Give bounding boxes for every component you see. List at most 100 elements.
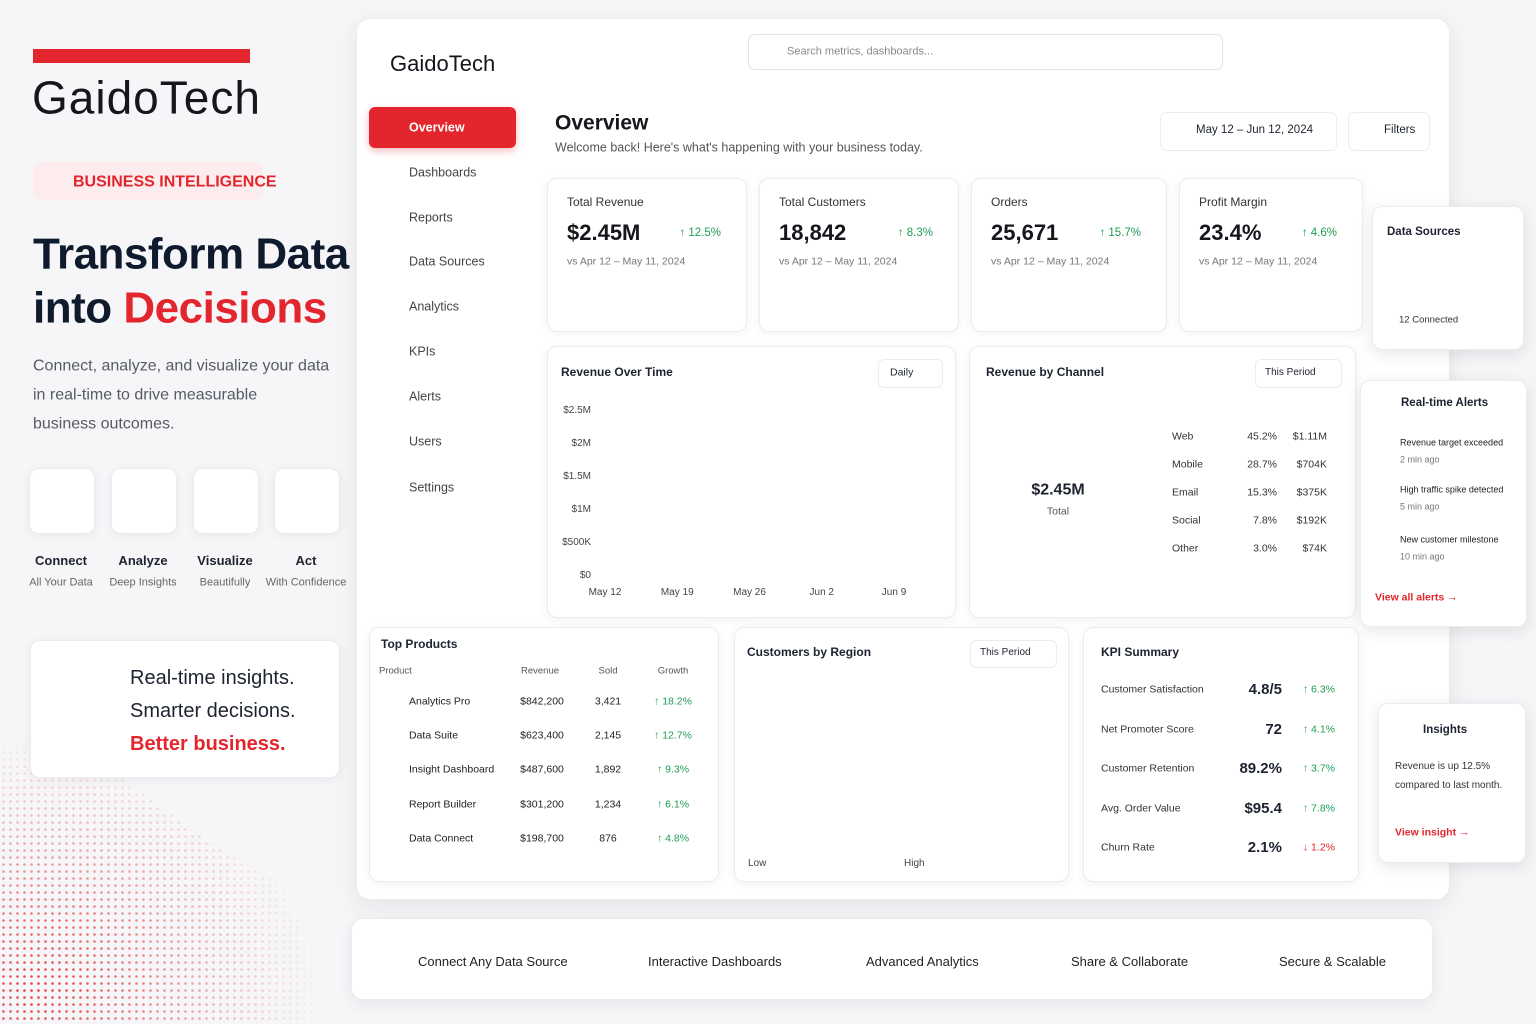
tagline-line: Real-time insights. bbox=[130, 667, 295, 689]
nav-item[interactable]: Dashboards bbox=[409, 165, 477, 180]
feature-bar-label: Share & Collaborate bbox=[1071, 954, 1189, 970]
nav-item[interactable]: Overview bbox=[409, 120, 465, 135]
feature-subtitle: Beautifully bbox=[199, 576, 251, 589]
table-header: Growth bbox=[657, 665, 689, 677]
filters-button[interactable] bbox=[1348, 112, 1430, 151]
legend-share: 15.3% bbox=[1247, 486, 1277, 499]
product-growth: ↑ 18.2% bbox=[654, 695, 692, 708]
kpi-change: ↑ 15.7% bbox=[1099, 227, 1141, 240]
product-name: Report Builder bbox=[409, 798, 477, 811]
x-tick-label: May 12 bbox=[588, 587, 622, 598]
kpi-summary-label: Customer Satisfaction bbox=[1101, 683, 1204, 696]
feature-bar-label: Secure & Scalable bbox=[1279, 954, 1386, 970]
hero-description: in real-time to drive measurable bbox=[33, 386, 258, 404]
y-tick-label: $0 bbox=[579, 570, 591, 581]
donut-center-value: $2.45M bbox=[1031, 481, 1085, 499]
card-title: Data Sources bbox=[1387, 226, 1461, 239]
data-sources-status: 12 Connected bbox=[1399, 314, 1459, 326]
product-sold: 2,145 bbox=[594, 729, 622, 742]
feature-title: Act bbox=[295, 553, 317, 569]
card-title: Top Products bbox=[381, 636, 458, 651]
legend-name: Social bbox=[1172, 514, 1201, 527]
legend-amount: $704K bbox=[1296, 458, 1327, 471]
legend-high: High bbox=[904, 858, 925, 869]
legend-amount: $192K bbox=[1296, 514, 1327, 527]
chart-title: Revenue Over Time bbox=[561, 364, 673, 379]
product-growth: ↑ 4.8% bbox=[656, 832, 690, 845]
hero-description: business outcomes. bbox=[33, 415, 175, 433]
legend-name: Email bbox=[1172, 486, 1199, 499]
product-sold: 1,234 bbox=[594, 798, 622, 811]
legend-amount: $375K bbox=[1296, 486, 1327, 499]
legend-share: 45.2% bbox=[1247, 430, 1277, 443]
alert-text: High traffic spike detected bbox=[1400, 484, 1504, 495]
kpi-summary-change: ↑ 7.8% bbox=[1302, 802, 1335, 815]
legend-share: 7.8% bbox=[1253, 514, 1277, 527]
legend-share: 28.7% bbox=[1247, 458, 1277, 471]
chart-title: Revenue by Channel bbox=[986, 364, 1105, 379]
feature-bar-label: Interactive Dashboards bbox=[648, 954, 782, 970]
kpi-value: 23.4% bbox=[1199, 219, 1262, 245]
kpi-summary-value: 89.2% bbox=[1239, 760, 1282, 777]
legend-name: Other bbox=[1172, 542, 1199, 555]
donut-center-label: Total bbox=[1046, 505, 1070, 518]
card-title: Customers by Region bbox=[747, 644, 872, 659]
y-tick-label: $2M bbox=[571, 438, 591, 449]
feature-icon-box bbox=[111, 468, 177, 534]
nav-item[interactable]: Users bbox=[409, 434, 442, 449]
kpi-summary-change: ↑ 3.7% bbox=[1302, 762, 1335, 775]
feature-subtitle: Deep Insights bbox=[109, 576, 177, 589]
product-revenue: $301,200 bbox=[520, 798, 564, 811]
hero-description: Connect, analyze, and visualize your dat… bbox=[33, 357, 330, 375]
nav-item[interactable]: KPIs bbox=[409, 344, 436, 359]
alerts-link[interactable]: View all alerts → bbox=[1375, 591, 1458, 604]
date-range[interactable]: May 12 – Jun 12, 2024 bbox=[1196, 124, 1313, 137]
tagline-line: Smarter decisions. bbox=[130, 700, 296, 722]
period-select-label[interactable]: This Period bbox=[1265, 367, 1316, 378]
search-placeholder: Search metrics, dashboards... bbox=[787, 45, 934, 58]
product-revenue: $623,400 bbox=[520, 729, 564, 742]
filters-label[interactable]: Filters bbox=[1384, 124, 1416, 137]
legend-low: Low bbox=[748, 858, 767, 869]
nav-item[interactable]: Data Sources bbox=[409, 254, 485, 269]
kpi-change: ↑ 8.3% bbox=[897, 227, 933, 240]
alerts-card bbox=[1360, 380, 1527, 627]
nav-item[interactable]: Analytics bbox=[409, 299, 460, 314]
badge-text: BUSINESS INTELLIGENCE bbox=[73, 173, 277, 191]
feature-title: Analyze bbox=[118, 553, 168, 569]
nav-item[interactable]: Alerts bbox=[409, 389, 441, 404]
y-tick-label: $1.5M bbox=[563, 471, 591, 482]
kpi-summary-change: ↑ 6.3% bbox=[1302, 683, 1335, 696]
kpi-period: vs Apr 12 – May 11, 2024 bbox=[991, 255, 1110, 268]
kpi-label: Total Revenue bbox=[567, 194, 644, 209]
product-name: Analytics Pro bbox=[409, 695, 471, 708]
insights-link[interactable]: View insight → bbox=[1395, 826, 1470, 839]
headline: into Decisions bbox=[33, 283, 327, 336]
alert-text: Revenue target exceeded bbox=[1400, 437, 1504, 448]
feature-title: Connect bbox=[35, 553, 87, 569]
legend-share: 3.0% bbox=[1253, 542, 1277, 555]
y-tick-label: $2.5M bbox=[563, 405, 591, 416]
kpi-change: ↑ 12.5% bbox=[679, 227, 721, 240]
kpi-summary-card bbox=[1083, 627, 1359, 882]
period-select-label[interactable]: This Period bbox=[980, 647, 1031, 658]
kpi-summary-value: 2.1% bbox=[1247, 839, 1282, 856]
page-title: Overview bbox=[555, 111, 649, 135]
hero-brand: GaidoTech bbox=[32, 71, 261, 124]
badge bbox=[33, 162, 263, 200]
period-select-label[interactable]: Daily bbox=[890, 366, 914, 379]
nav-item[interactable]: Settings bbox=[409, 480, 455, 495]
headline-word: into bbox=[33, 283, 112, 333]
alert-time: 2 min ago bbox=[1400, 454, 1440, 465]
product-sold: 3,421 bbox=[594, 695, 622, 708]
nav-item[interactable]: Reports bbox=[409, 210, 453, 225]
period-select[interactable] bbox=[878, 359, 943, 388]
date-button[interactable] bbox=[1160, 112, 1337, 151]
kpi-value: 18,842 bbox=[779, 219, 847, 245]
table-header: Sold bbox=[598, 665, 618, 677]
search-box[interactable] bbox=[748, 34, 1223, 70]
kpi-change: ↑ 4.6% bbox=[1301, 227, 1337, 240]
insight-text: Revenue is up 12.5% bbox=[1395, 761, 1491, 772]
table-header: Revenue bbox=[520, 665, 560, 677]
